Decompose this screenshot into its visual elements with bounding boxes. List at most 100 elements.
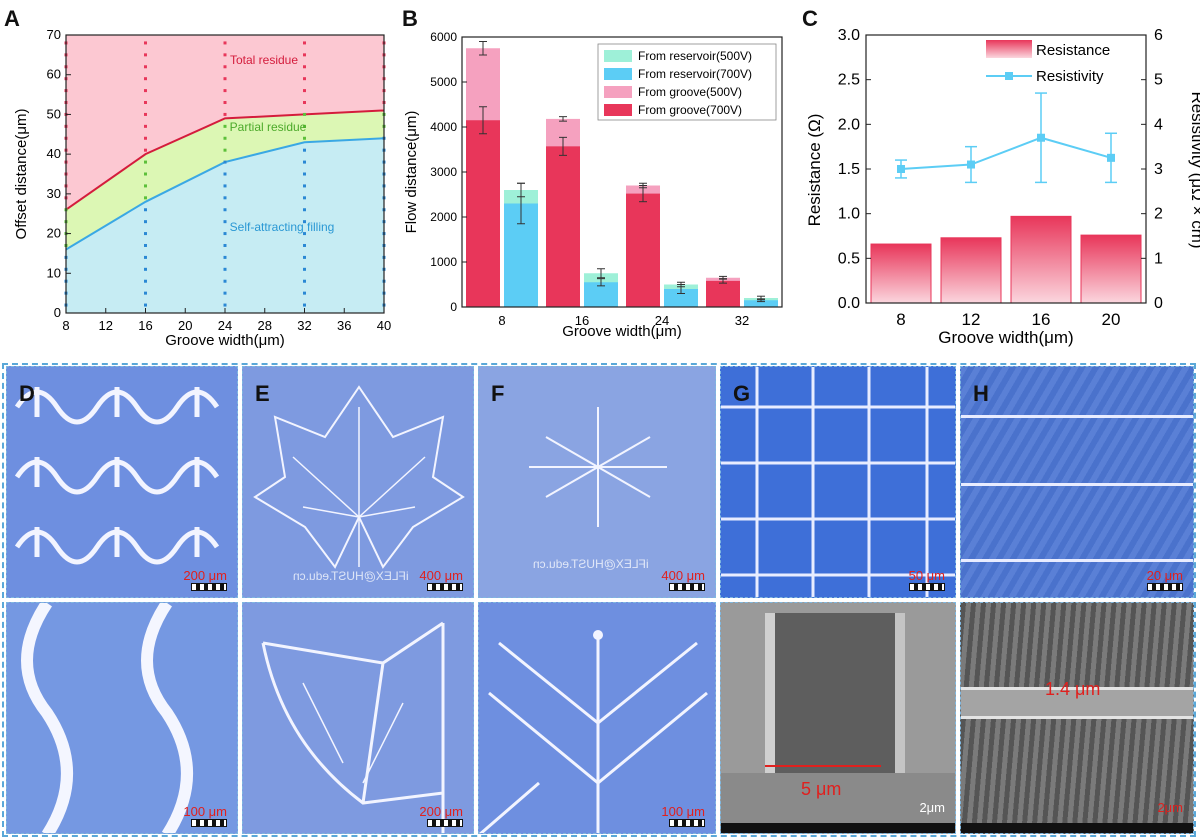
chart-c-resistivity-point — [967, 160, 975, 169]
chart-c-bar-resistance — [870, 243, 932, 304]
panel-letter-e: E — [255, 381, 270, 406]
chart-a-sample-dot — [144, 89, 147, 93]
chart-b-ytick-label: 4000 — [430, 120, 457, 134]
chart-b-xtick-label: 16 — [575, 313, 589, 328]
chart-b-legend: From reservoir(500V) From reservoir(700V… — [597, 43, 777, 121]
chart-a-sample-dot — [144, 184, 147, 188]
chart-a-sample-dot — [223, 243, 227, 247]
scalebar-g-top — [909, 583, 945, 591]
chart-b-ytick-label: 0 — [450, 300, 457, 314]
chart-c-ytick-label: 1.5 — [838, 161, 860, 178]
measure-label-g: 5 μm — [801, 779, 842, 799]
chart-a-ytick-label: 40 — [47, 146, 61, 161]
sem-info-bar-h — [961, 823, 1193, 833]
watermark-f: iFLEX@HUST.edu.cn — [533, 557, 649, 571]
chart-c-bar-resistance — [1010, 215, 1072, 304]
scalebar-d-bottom — [191, 819, 227, 827]
chart-c-xtick-label: 12 — [962, 310, 981, 329]
scale-label-f-bottom: 100 μm — [661, 804, 705, 819]
chart-c-ytick-label: 0.5 — [838, 250, 860, 267]
chart-a-sample-dot — [223, 208, 227, 212]
chart-b-bar-reservoir-700 — [664, 289, 698, 307]
chart-a-sample-dot — [144, 279, 147, 283]
chart-a-ytick-label: 70 — [47, 27, 61, 42]
chart-c-ytick-label: 1.0 — [838, 206, 860, 223]
leaf-pattern — [253, 385, 465, 569]
chart-a-sample-dot — [223, 184, 227, 188]
scalebar-e-bottom — [427, 819, 463, 827]
chart-a-sample-dot — [303, 65, 306, 69]
chart-b-bar-reservoir-700 — [584, 282, 618, 307]
chart-a-sample-dot — [303, 243, 306, 247]
chart-c-y2tick-label: 1 — [1154, 250, 1163, 267]
chart-b-xtick-label: 24 — [655, 313, 669, 328]
chart-a-xtick-label: 8 — [62, 318, 69, 333]
scalebar-f-bottom — [669, 819, 705, 827]
chart-a-ytick-label: 0 — [54, 305, 61, 320]
chart-a-sample-dot — [144, 243, 147, 247]
photo-g-bottom: 5 μm 2μm — [720, 602, 956, 834]
chart-a-ylabel: Offset distance(μm) — [13, 109, 30, 240]
chart-a-sample-dot — [223, 172, 227, 176]
panel-letter-h: H — [973, 381, 989, 406]
chart-b-bar-groove-700 — [466, 120, 500, 307]
chart-a-sample-dot — [223, 77, 227, 81]
scalebar-f-top — [669, 583, 705, 591]
track-line-1 — [961, 415, 1193, 418]
chart-a-sample-dot — [144, 160, 147, 164]
chart-a-sample-dot — [144, 77, 147, 81]
chart-a-sample-dot — [144, 172, 147, 176]
chart-a-region-self: Self-attracting filling — [230, 220, 335, 234]
chart-b-bar-groove-700 — [546, 146, 580, 307]
chart-a-sample-dot — [303, 220, 306, 224]
scale-label-h-top: 20 μm — [1146, 568, 1183, 583]
chart-a-sample-dot — [223, 220, 227, 224]
photo-e-top: E iFLEX@HUST.edu.cn 400 μm — [242, 366, 474, 598]
chart-c-legend-marker — [1005, 72, 1013, 80]
chart-b: 8 16 24 32 0 1000 2000 3000 4000 5000 6000 From re… — [403, 30, 783, 340]
scalebar-h-top — [1147, 583, 1183, 591]
chart-b-legend-swatch-1 — [604, 50, 632, 62]
chart-a-sample-dot — [223, 65, 227, 69]
snowflake-pattern — [529, 407, 667, 527]
chart-a-upper-line — [65, 109, 385, 211]
chart-a-sample-dot — [223, 267, 227, 271]
chart-a-sample-dot — [223, 136, 227, 140]
chart-b-legend-swatch-4 — [604, 104, 632, 116]
chart-a-sample-dot — [303, 124, 306, 128]
sem-track — [961, 687, 1193, 719]
scale-label-d-top: 200 μm — [183, 568, 227, 583]
chart-a-sample-dot — [223, 53, 227, 57]
track-line-2 — [961, 483, 1193, 486]
chart-a-sample-dot — [144, 101, 147, 105]
photo-frame — [2, 363, 1196, 837]
chart-a-sample-dot — [303, 267, 306, 271]
chart-a-sample-dot — [144, 303, 147, 307]
chart-c-bar-resistance — [940, 237, 1002, 304]
chart-a-sample-dot — [144, 255, 147, 259]
chart-c-xtick-label: 8 — [896, 310, 905, 329]
chart-a-sample-dot — [144, 124, 147, 128]
panel-letter-c: C — [802, 6, 818, 31]
chart-a-sample-dot — [223, 124, 227, 128]
panel-letter-d: D — [19, 381, 35, 406]
chart-a-ytick-label: 60 — [47, 67, 61, 82]
chart-b-ytick-label: 3000 — [430, 165, 457, 179]
chart-a-sample-dot — [223, 41, 227, 45]
chart-a-sample-dot — [144, 148, 147, 152]
chart-c-legend-label-2: Resistivity — [1036, 68, 1104, 85]
chart-c-ytick-label: 2.5 — [838, 72, 860, 89]
panel-letter-f: F — [491, 381, 505, 406]
chart-a-sample-dot — [303, 41, 306, 45]
chart-a-xtick-label: 16 — [138, 318, 152, 333]
chart-a-sample-dot — [223, 148, 227, 152]
photo-d-bottom: 100 μm — [6, 602, 238, 834]
chart-c-ytick-label: 3.0 — [838, 27, 860, 44]
chart-a-xlabel: Groove width(μm) — [165, 332, 285, 349]
chart-a-sample-dot — [303, 77, 306, 81]
chart-a-sample-dot — [223, 255, 227, 259]
chart-b-legend-label-3: From groove(500V) — [638, 85, 742, 99]
chart-a-sample-dot — [303, 291, 306, 295]
chart-a-sample-dot — [223, 291, 227, 295]
watermark-e: iFLEX@HUST.edu.cn — [293, 569, 409, 583]
